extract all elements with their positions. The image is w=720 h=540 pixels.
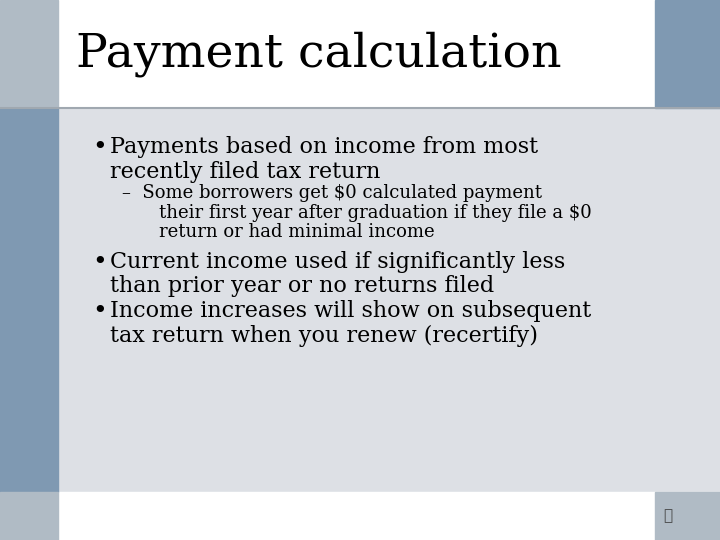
Text: •: • — [92, 251, 107, 274]
Text: return or had minimal income: return or had minimal income — [136, 224, 435, 241]
Bar — [0, 492, 720, 540]
Text: –  Some borrowers get $0 calculated payment: – Some borrowers get $0 calculated payme… — [122, 184, 542, 202]
Bar — [0, 492, 58, 540]
Bar — [655, 0, 720, 108]
Bar — [0, 0, 58, 108]
Text: Payment calculation: Payment calculation — [76, 31, 562, 77]
Bar — [0, 108, 58, 492]
Text: recently filed tax return: recently filed tax return — [110, 161, 380, 183]
Text: Payments based on income from most: Payments based on income from most — [110, 136, 538, 158]
Text: •: • — [92, 136, 107, 159]
Text: •: • — [92, 300, 107, 323]
Text: their first year after graduation if they file a $0: their first year after graduation if the… — [136, 204, 592, 222]
Bar — [0, 0, 720, 108]
Bar — [0, 108, 720, 492]
Text: than prior year or no returns filed: than prior year or no returns filed — [110, 275, 494, 298]
Bar — [655, 492, 720, 540]
Text: tax return when you renew (recertify): tax return when you renew (recertify) — [110, 325, 538, 347]
Text: 🔈: 🔈 — [663, 509, 672, 523]
Text: Income increases will show on subsequent: Income increases will show on subsequent — [110, 300, 591, 322]
Text: Current income used if significantly less: Current income used if significantly les… — [110, 251, 565, 273]
